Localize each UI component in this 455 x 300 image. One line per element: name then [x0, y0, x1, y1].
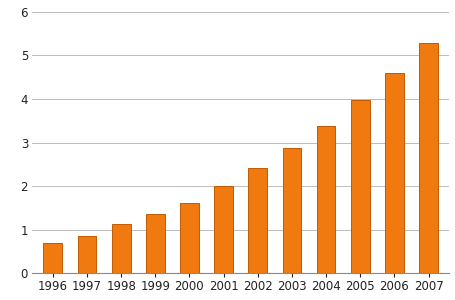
- Bar: [146, 214, 164, 273]
- Bar: [43, 243, 62, 273]
- Bar: [248, 168, 267, 273]
- Bar: [282, 148, 301, 273]
- Bar: [180, 203, 198, 273]
- Bar: [316, 126, 335, 273]
- Bar: [214, 186, 233, 273]
- Bar: [77, 236, 96, 273]
- Bar: [111, 224, 130, 273]
- Bar: [350, 100, 369, 273]
- Bar: [384, 73, 403, 273]
- Bar: [418, 43, 437, 273]
